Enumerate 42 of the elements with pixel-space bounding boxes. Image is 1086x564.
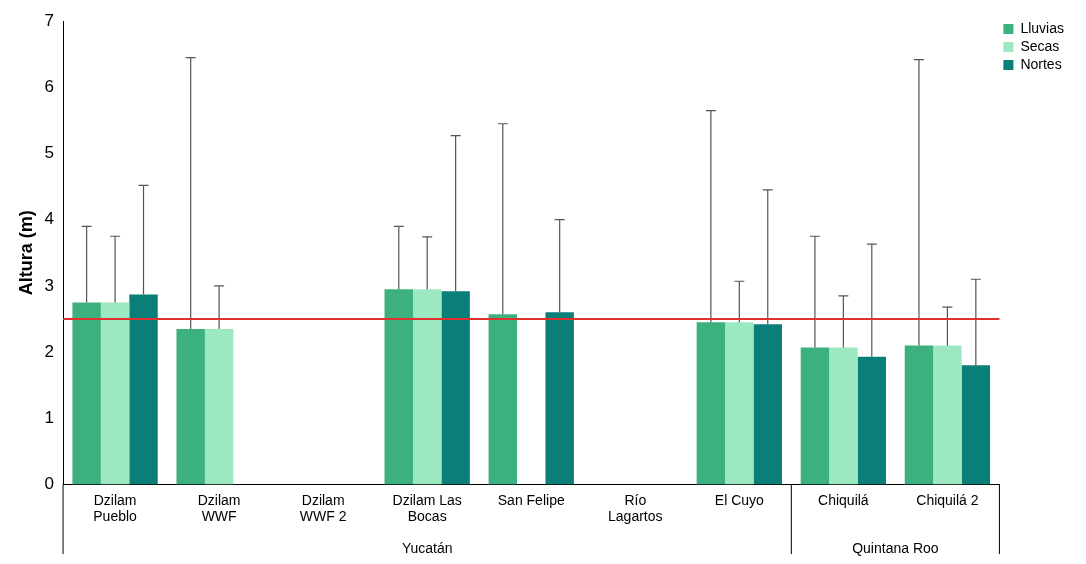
x-tick-label: Chiquilá 2 <box>916 491 979 508</box>
bar <box>176 328 205 485</box>
bar <box>100 302 130 485</box>
bar <box>725 322 754 485</box>
x-tick-label: San Felipe <box>497 491 565 508</box>
text: Yucatán <box>401 539 453 556</box>
bar <box>129 294 158 485</box>
bar <box>696 322 726 485</box>
text: Quintana Roo <box>852 539 939 556</box>
y-tick-label: 2 <box>44 341 55 361</box>
x-tick-label: Río Lagartos <box>608 491 663 525</box>
y-tick-label: 3 <box>44 275 55 295</box>
legend-label: Nortes <box>1020 55 1062 72</box>
bar <box>904 345 934 485</box>
bar <box>800 347 830 485</box>
bar <box>961 365 991 485</box>
y-tick-label: 5 <box>44 143 55 163</box>
bar <box>412 289 442 485</box>
bar <box>753 324 782 485</box>
x-tick-label: Dzilam WWF 2 <box>299 491 347 525</box>
bar <box>488 314 518 485</box>
y-tick-label: 4 <box>44 209 55 229</box>
x-tick-label: Chiquilá <box>818 491 869 508</box>
legend-label: Secas <box>1020 37 1060 54</box>
bar <box>933 345 962 485</box>
y-tick-label: 7 <box>44 10 55 30</box>
bar <box>441 291 470 485</box>
y-tick-label: 6 <box>44 77 55 97</box>
x-tick-label: Dzilam WWF <box>197 491 241 525</box>
bar <box>829 347 858 485</box>
y-tick-label: 1 <box>44 407 55 427</box>
bar <box>72 302 101 485</box>
bar <box>204 328 234 485</box>
y-tick-label: 0 <box>44 474 55 494</box>
x-tick-label: El Cuyo <box>714 491 765 508</box>
x-tick-label: Dzilam Las Bocas <box>392 491 462 525</box>
bar <box>384 289 413 485</box>
bar <box>857 356 887 485</box>
legend-label: Lluvias <box>1020 19 1065 36</box>
bar <box>545 312 574 485</box>
x-tick-label: Dzilam Pueblo <box>93 491 138 525</box>
y-axis-title: Altura (m) <box>15 210 36 296</box>
